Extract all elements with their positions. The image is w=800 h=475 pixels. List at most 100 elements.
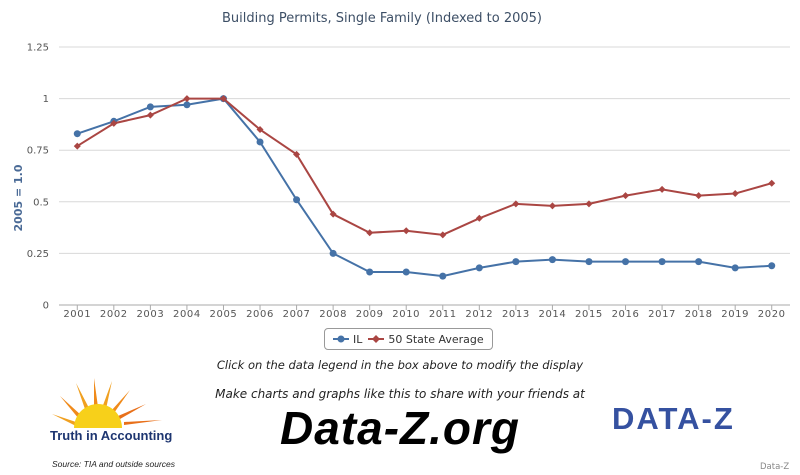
x-tick-label: 2013	[502, 309, 530, 320]
data-point[interactable]	[585, 200, 593, 208]
data-point[interactable]	[439, 272, 447, 280]
sun-ray-3	[76, 383, 90, 412]
x-tick-label: 2005	[210, 309, 238, 320]
legend-label-50-state-average: 50 State Average	[388, 332, 484, 346]
legend-dot-il	[337, 335, 345, 343]
x-tick-label: 2015	[575, 309, 603, 320]
data-point[interactable]	[256, 126, 264, 134]
data-point[interactable]	[219, 95, 227, 103]
y-tick-label: 0.5	[33, 197, 49, 208]
chart-grid	[59, 46, 790, 306]
y-tick-label: 1	[43, 94, 49, 105]
legend-item-il[interactable]: IL	[333, 333, 362, 346]
sun-logo-icon	[52, 378, 162, 428]
y-tick-label: 1.25	[27, 43, 49, 54]
data-point[interactable]	[73, 142, 81, 150]
x-tick-label: 2003	[136, 309, 164, 320]
x-tick-label: 2016	[612, 309, 640, 320]
data-point[interactable]	[293, 150, 301, 158]
series-il[interactable]	[73, 95, 776, 280]
data-point[interactable]	[402, 268, 410, 276]
x-tick-label: 2009	[356, 309, 384, 320]
sun-ray-5	[102, 381, 112, 409]
sun-ray-7	[118, 404, 146, 419]
legend-item-50-state-average[interactable]: 50 State Average	[368, 332, 484, 346]
y-axis-label: 2005 = 1.0	[12, 164, 25, 231]
series-layer	[73, 95, 776, 280]
data-point[interactable]	[548, 202, 556, 210]
data-point[interactable]	[146, 103, 154, 111]
sun-rays	[52, 378, 162, 426]
chart-title: Building Permits, Single Family (Indexed…	[222, 11, 542, 26]
data-point[interactable]	[439, 231, 447, 239]
data-z-logo: DATA-Z	[612, 401, 735, 436]
data-point[interactable]	[366, 268, 374, 276]
data-point[interactable]	[475, 264, 483, 272]
data-point[interactable]	[256, 138, 264, 146]
legend-hint-text: Click on the data legend in the box abov…	[216, 358, 584, 372]
data-point[interactable]	[768, 179, 776, 187]
data-point[interactable]	[731, 190, 739, 198]
data-point[interactable]	[548, 256, 556, 264]
x-tick-label: 2004	[173, 309, 201, 320]
data-point[interactable]	[768, 262, 776, 270]
data-point[interactable]	[402, 227, 410, 235]
data-point[interactable]	[110, 119, 118, 127]
tia-logo-text: Truth in Accounting	[50, 428, 173, 443]
legend-label-il: IL	[353, 332, 363, 346]
x-tick-label: 2010	[392, 309, 420, 320]
site-link[interactable]: Data-Z.org	[280, 402, 520, 454]
data-point[interactable]	[293, 196, 301, 204]
data-point[interactable]	[512, 200, 520, 208]
legend-marker-diamond-icon	[368, 335, 385, 343]
y-tick-label: 0.75	[27, 146, 49, 157]
x-tick-label: 2019	[721, 309, 749, 320]
series-line-50-state-average	[76, 97, 772, 236]
data-point[interactable]	[658, 185, 666, 193]
series-50-state-average[interactable]	[73, 95, 776, 239]
x-tick-label: 2014	[538, 309, 566, 320]
chart-credit[interactable]: Data-Z	[760, 462, 790, 472]
x-tick-label: 2006	[246, 309, 274, 320]
data-point[interactable]	[658, 258, 666, 266]
sun-ray-6	[111, 390, 130, 413]
data-point[interactable]	[475, 214, 483, 222]
data-point[interactable]	[585, 258, 593, 266]
sun-disc	[74, 404, 122, 428]
legend-marker-circle-icon	[333, 335, 349, 343]
sun-ray-8	[124, 420, 162, 425]
data-point[interactable]	[695, 258, 703, 266]
legend-diamond-50-state-average	[372, 335, 381, 343]
chart-legend[interactable]: IL 50 State Average	[324, 328, 493, 350]
x-tick-label: 2017	[648, 309, 676, 320]
x-tick-label: 2012	[465, 309, 493, 320]
data-point[interactable]	[622, 258, 630, 266]
data-point[interactable]	[695, 192, 703, 200]
data-point[interactable]	[366, 229, 374, 237]
x-tick-label: 2011	[429, 309, 457, 320]
x-tick-label: 2008	[319, 309, 347, 320]
sun-ray-1	[52, 414, 76, 426]
data-point[interactable]	[731, 264, 739, 272]
data-point[interactable]	[329, 210, 337, 218]
x-tick-label: 2018	[685, 309, 713, 320]
data-point[interactable]	[329, 249, 337, 257]
x-tick-label: 2002	[100, 309, 128, 320]
data-point[interactable]	[512, 258, 520, 266]
promo-text: Make charts and graphs like this to shar…	[215, 387, 585, 401]
y-tick-label: 0	[43, 301, 49, 312]
sun-ray-4	[94, 378, 98, 407]
x-tick-label: 2020	[758, 309, 786, 320]
source-note: Source: TIA and outside sources	[52, 459, 176, 469]
data-point[interactable]	[183, 101, 191, 109]
data-point[interactable]	[622, 192, 630, 200]
series-line-il	[76, 97, 772, 278]
sun-ray-2	[60, 396, 82, 419]
data-point[interactable]	[146, 111, 154, 119]
data-point[interactable]	[73, 130, 81, 138]
y-axis-ticks: 0 0.25 0.5 0.75 1 1.25	[27, 43, 49, 312]
x-tick-label: 2001	[63, 309, 91, 320]
data-point[interactable]	[183, 95, 191, 103]
line-chart: Building Permits, Single Family (Indexed…	[12, 11, 790, 320]
x-axis-ticks: 2001 2002 2003 2004 2005 2006 2007 2008 2009 2010…	[63, 305, 785, 320]
